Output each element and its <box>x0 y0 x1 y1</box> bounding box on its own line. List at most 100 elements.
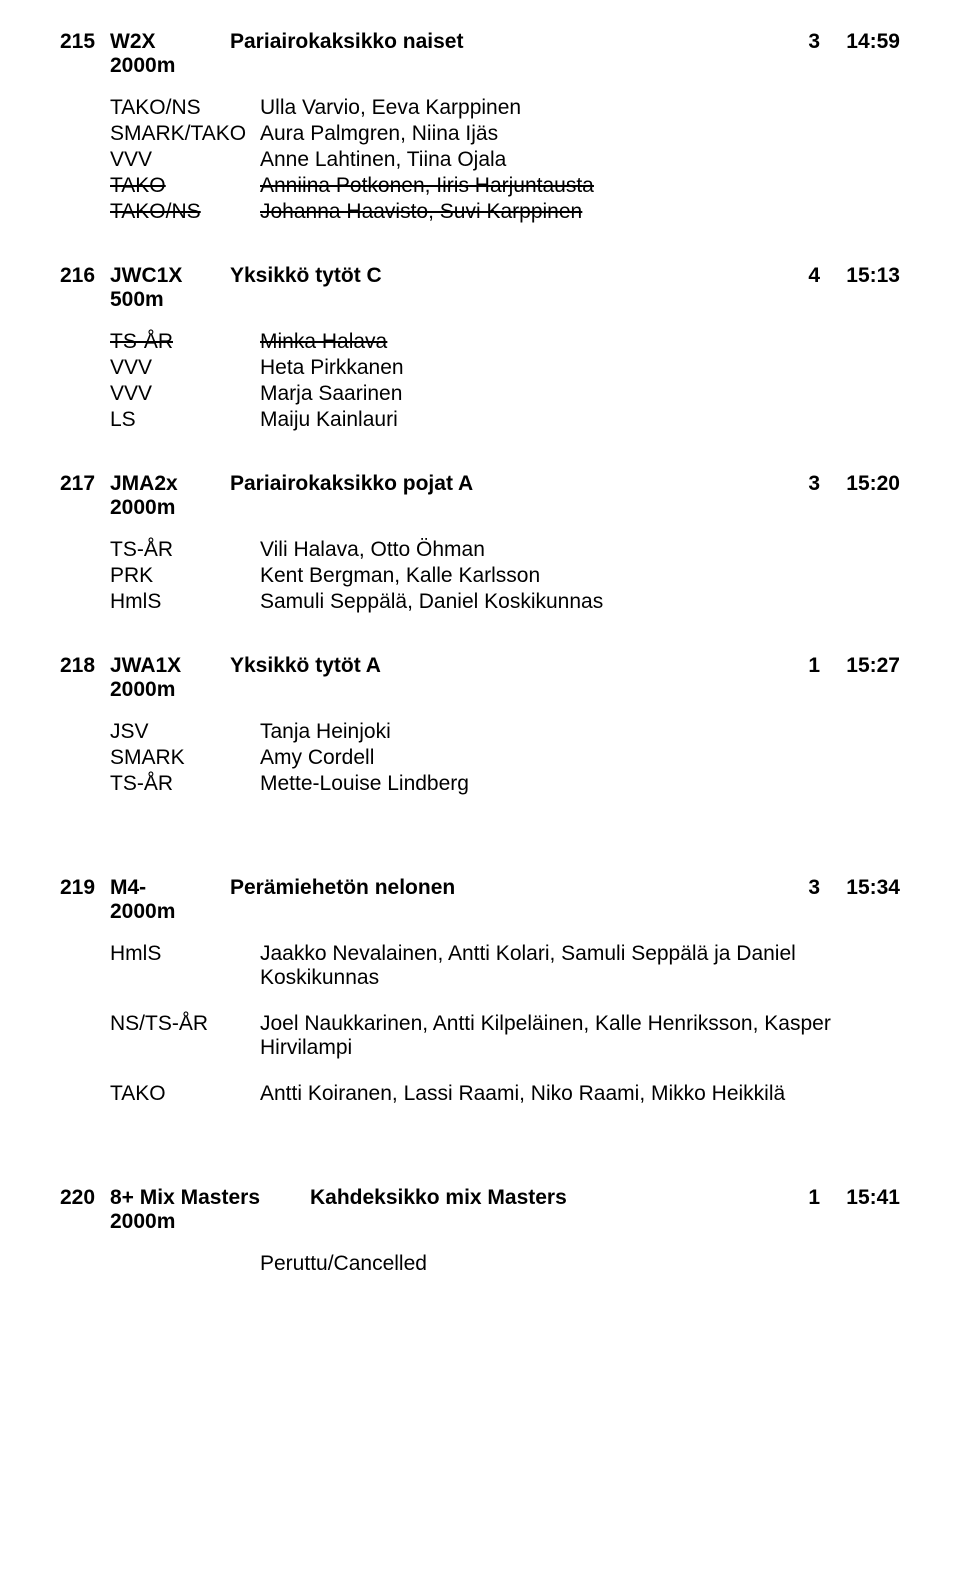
entry-club: VVV <box>110 382 260 406</box>
event-number: 218 <box>60 654 110 678</box>
event-distance: 2000m <box>110 1210 900 1234</box>
entry-names: Amy Cordell <box>260 746 900 770</box>
event-count: 3 <box>760 30 820 54</box>
event-header: 218JWA1XYksikkö tytöt A115:27 <box>60 654 900 678</box>
event-distance: 2000m <box>110 678 900 702</box>
event-title: Pariairokaksikko naiset <box>230 30 760 54</box>
event-block: 217JMA2xPariairokaksikko pojat A315:2020… <box>60 472 900 614</box>
entry-row: JSVTanja Heinjoki <box>110 720 900 744</box>
event-time: 15:20 <box>820 472 900 496</box>
entry-names: Antti Koiranen, Lassi Raami, Niko Raami,… <box>260 1082 900 1106</box>
entry-club: LS <box>110 408 260 432</box>
entry-names: Vili Halava, Otto Öhman <box>260 538 900 562</box>
entry-row: SMARK/TAKOAura Palmgren, Niina Ijäs <box>110 122 900 146</box>
entry-club: NS/TS-ÅR <box>110 1012 260 1036</box>
event-header: 215W2XPariairokaksikko naiset314:59 <box>60 30 900 54</box>
entry-row: PRKKent Bergman, Kalle Karlsson <box>110 564 900 588</box>
entry-row: VVVMarja Saarinen <box>110 382 900 406</box>
event-time: 15:13 <box>820 264 900 288</box>
entry-row: HmlSJaakko Nevalainen, Antti Kolari, Sam… <box>110 942 900 990</box>
event-code: JWC1X <box>110 264 230 288</box>
entry-row: TAKOAnniina Potkonen, Iiris Harjuntausta <box>110 174 900 198</box>
entry-club: PRK <box>110 564 260 588</box>
entries-list: TS-ÅRVili Halava, Otto ÖhmanPRKKent Berg… <box>110 538 900 614</box>
entry-names: Anniina Potkonen, Iiris Harjuntausta <box>260 174 900 198</box>
entries-list: HmlSJaakko Nevalainen, Antti Kolari, Sam… <box>110 942 900 1106</box>
entry-names: Anne Lahtinen, Tiina Ojala <box>260 148 900 172</box>
entry-row: NS/TS-ÅRJoel Naukkarinen, Antti Kilpeläi… <box>110 1012 900 1060</box>
event-count: 4 <box>760 264 820 288</box>
event-block: 215W2XPariairokaksikko naiset314:592000m… <box>60 30 900 224</box>
entry-names: Mette-Louise Lindberg <box>260 772 900 796</box>
entry-row: LSMaiju Kainlauri <box>110 408 900 432</box>
event-time: 14:59 <box>820 30 900 54</box>
event-distance: 2000m <box>110 900 900 924</box>
event-title: Kahdeksikko mix Masters <box>310 1186 760 1210</box>
entry-row: TAKO/NSUlla Varvio, Eeva Karppinen <box>110 96 900 120</box>
entry-row: VVVHeta Pirkkanen <box>110 356 900 380</box>
event-block: 219M4-Perämiehetön nelonen315:342000m Hml… <box>60 876 900 1106</box>
event-distance: 2000m <box>110 54 900 78</box>
entry-club: TAKO <box>110 1082 260 1106</box>
event-number: 219 <box>60 876 110 900</box>
entry-row: TAKO/NSJohanna Haavisto, Suvi Karppinen <box>110 200 900 224</box>
entry-names: Marja Saarinen <box>260 382 900 406</box>
entry-club: JSV <box>110 720 260 744</box>
event-title: Yksikkö tytöt C <box>230 264 760 288</box>
entry-club: TS-ÅR <box>110 538 260 562</box>
entry-names: Johanna Haavisto, Suvi Karppinen <box>260 200 900 224</box>
event-code: W2X <box>110 30 230 54</box>
entry-club: TAKO/NS <box>110 200 260 224</box>
event-block: 216JWC1XYksikkö tytöt C415:13500m TS-ÅRMi… <box>60 264 900 432</box>
event-code: 8+ Mix Masters <box>110 1186 310 1210</box>
event-number: 215 <box>60 30 110 54</box>
entry-names: Tanja Heinjoki <box>260 720 900 744</box>
event-block: 218JWA1XYksikkö tytöt A115:272000m JSVTan… <box>60 654 900 796</box>
entry-names: Samuli Seppälä, Daniel Koskikunnas <box>260 590 900 614</box>
entries-list: JSVTanja HeinjokiSMARKAmy CordellTS-ÅRMe… <box>110 720 900 796</box>
entry-club: TAKO/NS <box>110 96 260 120</box>
entry-club: TS-ÅR <box>110 772 260 796</box>
entry-club: VVV <box>110 356 260 380</box>
entries-list: TAKO/NSUlla Varvio, Eeva KarppinenSMARK/… <box>110 96 900 224</box>
event-note: Peruttu/Cancelled <box>260 1252 900 1276</box>
event-count: 1 <box>760 654 820 678</box>
event-header: 2208+ Mix MastersKahdeksikko mix Masters… <box>60 1186 900 1210</box>
entry-club: HmlS <box>110 590 260 614</box>
entry-names: Heta Pirkkanen <box>260 356 900 380</box>
event-title: Perämiehetön nelonen <box>230 876 760 900</box>
entry-club: VVV <box>110 148 260 172</box>
event-time: 15:41 <box>820 1186 900 1210</box>
event-distance: 500m <box>110 288 900 312</box>
event-code: JMA2x <box>110 472 230 496</box>
entry-row: TS-ÅRVili Halava, Otto Öhman <box>110 538 900 562</box>
entry-names: Maiju Kainlauri <box>260 408 900 432</box>
entry-names: Kent Bergman, Kalle Karlsson <box>260 564 900 588</box>
entry-names: Ulla Varvio, Eeva Karppinen <box>260 96 900 120</box>
event-number: 217 <box>60 472 110 496</box>
entry-row: SMARKAmy Cordell <box>110 746 900 770</box>
event-count: 3 <box>760 472 820 496</box>
event-code: M4- <box>110 876 230 900</box>
entry-club: TS-ÅR <box>110 330 260 354</box>
event-header: 219M4-Perämiehetön nelonen315:34 <box>60 876 900 900</box>
entry-row: TS-ÅRMinka Halava <box>110 330 900 354</box>
event-header: 216JWC1XYksikkö tytöt C415:13 <box>60 264 900 288</box>
entry-names: Joel Naukkarinen, Antti Kilpeläinen, Kal… <box>260 1012 900 1060</box>
entry-names: Jaakko Nevalainen, Antti Kolari, Samuli … <box>260 942 900 990</box>
entry-club: SMARK/TAKO <box>110 122 260 146</box>
event-title: Yksikkö tytöt A <box>230 654 760 678</box>
event-distance: 2000m <box>110 496 900 520</box>
entry-row: TS-ÅRMette-Louise Lindberg <box>110 772 900 796</box>
event-header: 217JMA2xPariairokaksikko pojat A315:20 <box>60 472 900 496</box>
entry-club: TAKO <box>110 174 260 198</box>
entry-row: TAKOAntti Koiranen, Lassi Raami, Niko Ra… <box>110 1082 900 1106</box>
event-code: JWA1X <box>110 654 230 678</box>
event-count: 1 <box>760 1186 820 1210</box>
event-count: 3 <box>760 876 820 900</box>
event-number: 220 <box>60 1186 110 1210</box>
entry-row: HmlSSamuli Seppälä, Daniel Koskikunnas <box>110 590 900 614</box>
entry-club: HmlS <box>110 942 260 966</box>
entry-row: VVVAnne Lahtinen, Tiina Ojala <box>110 148 900 172</box>
event-block: 2208+ Mix MastersKahdeksikko mix Masters… <box>60 1186 900 1276</box>
